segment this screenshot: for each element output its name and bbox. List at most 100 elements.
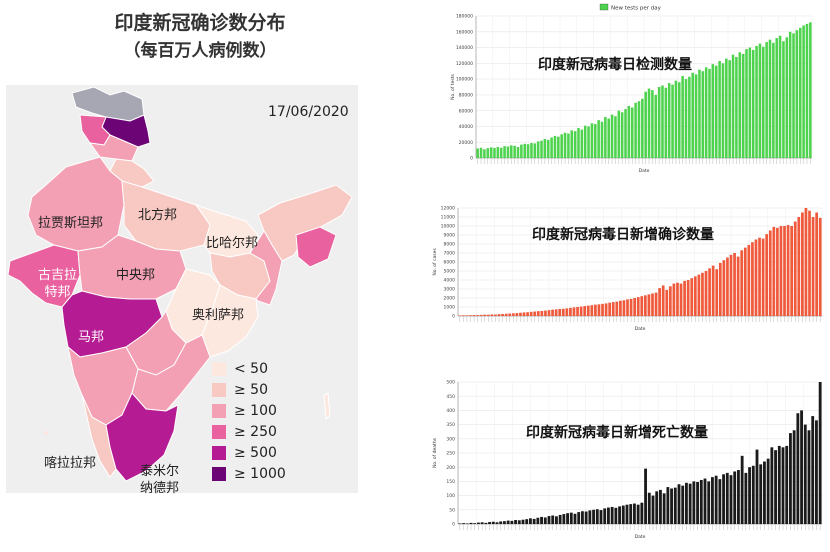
bar (685, 482, 688, 524)
bar (590, 123, 594, 158)
bar (536, 141, 540, 158)
legend-label: New tests per day (611, 5, 662, 11)
bar (696, 481, 699, 524)
bar (714, 65, 718, 158)
bar (672, 283, 676, 316)
bar (698, 69, 701, 158)
bar (529, 518, 532, 524)
label-karnataka: 喀拉拉邦 (44, 456, 97, 471)
bar (655, 491, 659, 524)
bar (517, 520, 521, 524)
legend-swatch (212, 403, 226, 418)
bar (633, 298, 637, 316)
bar (594, 124, 597, 158)
bar (651, 90, 654, 158)
bar (565, 308, 569, 316)
bar (715, 269, 719, 316)
bar (521, 519, 525, 524)
bar (627, 105, 631, 158)
bar (590, 305, 594, 316)
bar (617, 110, 621, 158)
legend-item: ≥ 100 (212, 400, 322, 421)
bar (515, 313, 519, 316)
bar (778, 35, 782, 158)
bar (788, 31, 792, 158)
bar (547, 310, 551, 316)
bar (501, 313, 504, 316)
bar (563, 132, 567, 158)
bar (684, 79, 688, 158)
bar (681, 485, 685, 524)
y-tick-label: 60000 (459, 108, 473, 114)
bar (607, 118, 610, 158)
bar (805, 23, 809, 159)
y-axis-label: No. of tests (450, 74, 456, 100)
bar (573, 131, 577, 158)
bar (465, 315, 469, 316)
label-tamil-nadu: 泰米尔 纳德邦 (140, 464, 180, 496)
bar (796, 413, 800, 524)
y-tick-label: 2000 (444, 296, 456, 302)
map-region-uttar-pradesh (121, 180, 211, 252)
bar (536, 517, 540, 524)
bar (692, 481, 696, 524)
bar (618, 506, 621, 524)
bar (714, 475, 718, 524)
bar (479, 147, 483, 158)
bar (790, 226, 794, 316)
india-choropleth-map (7, 86, 353, 482)
bar (629, 298, 633, 316)
bar (592, 509, 595, 524)
bar (789, 433, 792, 524)
y-tick-label: 100 (446, 493, 455, 499)
bar (743, 247, 747, 316)
bar (597, 304, 601, 316)
bar (793, 221, 797, 316)
y-tick-label: 3000 (444, 287, 456, 293)
legend-label: ≥ 1000 (234, 465, 286, 482)
bar (665, 289, 669, 316)
bar (741, 53, 745, 158)
bar (699, 479, 703, 524)
bar (540, 516, 543, 524)
bar (763, 461, 766, 524)
y-tick-label: 150 (446, 479, 455, 485)
bar (489, 147, 493, 158)
bar (811, 416, 815, 524)
bar (584, 511, 588, 524)
bar (503, 146, 506, 158)
bar (815, 420, 818, 524)
legend-item: ≥ 50 (212, 379, 322, 400)
y-axis-label: No. of deaths (432, 437, 438, 468)
bar (772, 42, 775, 159)
y-tick-label: 10000 (441, 224, 455, 230)
bar (722, 260, 726, 316)
bar (547, 516, 551, 524)
legend-item: ≥ 500 (212, 442, 322, 463)
bar (683, 280, 686, 316)
bar (480, 522, 484, 524)
bar (551, 515, 555, 524)
bar (551, 309, 554, 316)
bar (667, 83, 671, 158)
bar (708, 268, 711, 316)
map-region-andaman (323, 392, 331, 421)
y-tick-label: 300 (446, 436, 455, 442)
bar (630, 107, 634, 158)
bar (636, 504, 640, 524)
bar (496, 146, 500, 158)
bar (807, 430, 811, 524)
page-subtitle: （每百万人病例数） (123, 41, 277, 61)
bar (540, 310, 544, 316)
bar (774, 450, 777, 524)
bar (783, 226, 786, 316)
bar (508, 313, 512, 316)
bar (484, 522, 488, 524)
bar (802, 25, 805, 158)
bar (476, 148, 479, 158)
bar (651, 293, 654, 316)
bar (506, 520, 510, 524)
bar (643, 295, 647, 316)
bar (636, 297, 640, 316)
bar (711, 477, 714, 524)
